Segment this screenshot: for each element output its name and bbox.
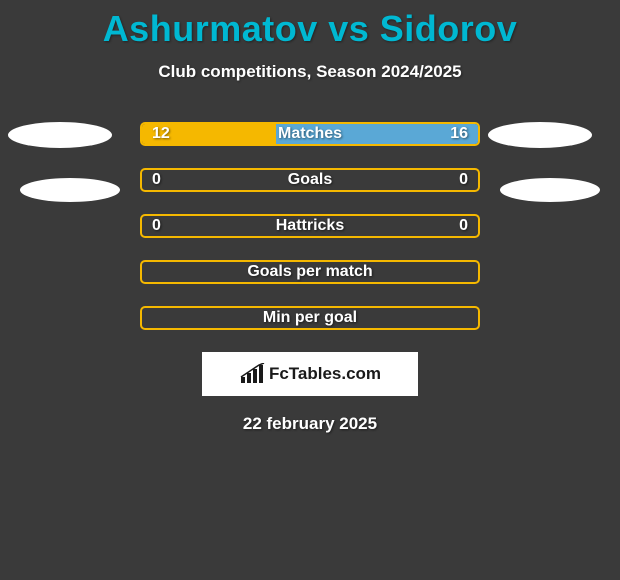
ellipse-mid-left [20,178,120,202]
ellipse-mid-right [500,178,600,202]
comparison-title: Ashurmatov vs Sidorov [0,0,620,50]
bar-value-right: 16 [450,124,468,144]
stat-bar: Min per goal [140,306,480,330]
bars-icon [239,363,265,385]
bar-label: Hattricks [142,216,478,236]
logo-box: FcTables.com [202,352,418,396]
bar-value-left: 12 [152,124,170,144]
stat-bar: Matches12 16 [140,122,480,146]
stat-bar: Hattricks0 0 [140,214,480,238]
ellipse-top-right [488,122,592,148]
comparison-content: Matches1216Goals00Hattricks00Goals per m… [0,122,620,434]
comparison-date: 22 february 2025 [0,414,620,434]
comparison-subtitle: Club competitions, Season 2024/2025 [0,62,620,82]
bar-label: Goals [142,170,478,190]
bar-value-left: 0 [152,216,161,236]
comparison-bars: Matches1216Goals00Hattricks00Goals per m… [140,122,480,330]
ellipse-top-left [8,122,112,148]
bar-value-left: 0 [152,170,161,190]
bar-label: Goals per match [142,262,478,282]
logo-text: FcTables.com [269,364,381,384]
bar-label: Min per goal [142,308,478,328]
bar-label: Matches [142,124,478,144]
bar-value-right: 0 [459,216,468,236]
bar-value-right: 0 [459,170,468,190]
stat-bar: Goals per match [140,260,480,284]
stat-bar: Goals0 0 [140,168,480,192]
